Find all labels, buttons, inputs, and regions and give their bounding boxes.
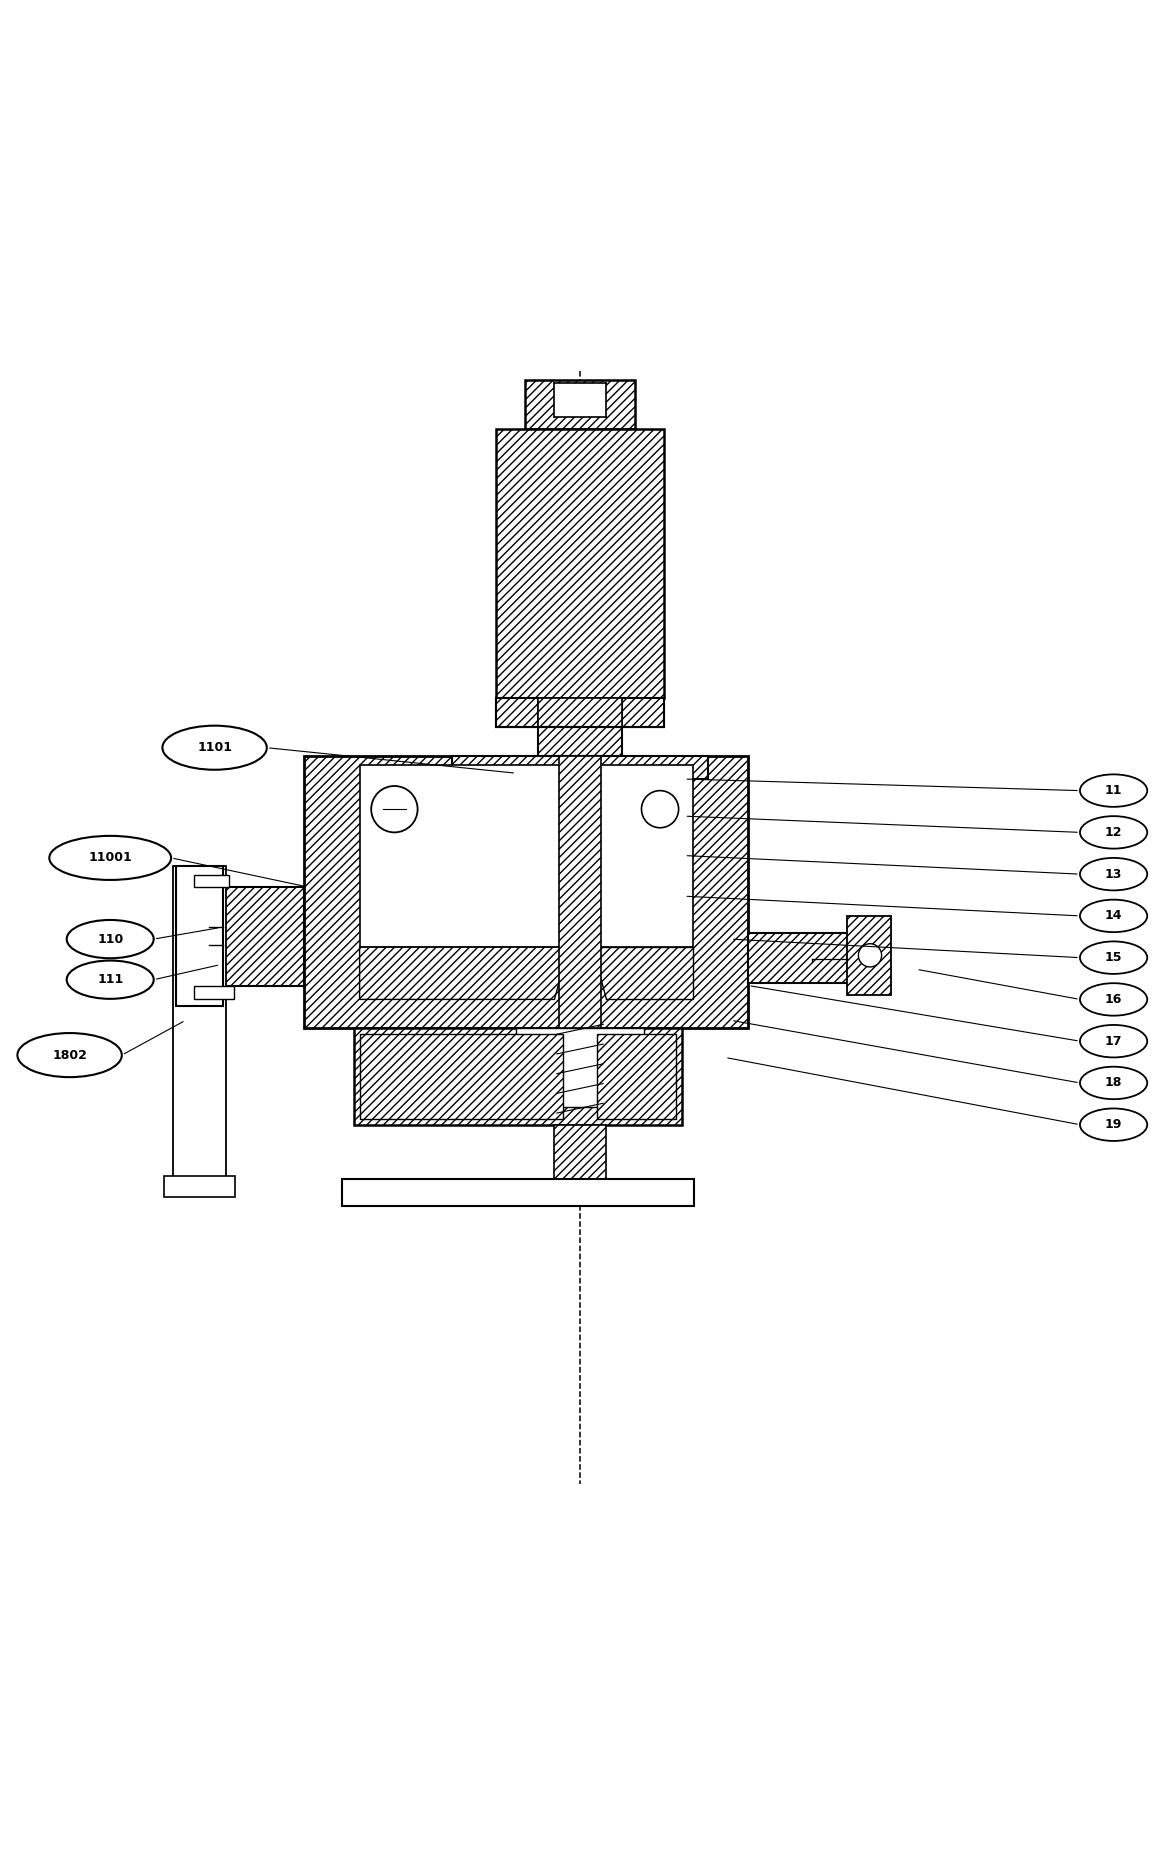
Text: 1101: 1101 (197, 742, 232, 755)
Polygon shape (176, 866, 223, 1007)
Polygon shape (200, 887, 304, 985)
Polygon shape (452, 755, 708, 779)
Polygon shape (516, 1028, 644, 1107)
Polygon shape (596, 764, 693, 948)
Ellipse shape (66, 961, 153, 998)
Polygon shape (538, 697, 622, 727)
Polygon shape (194, 876, 229, 887)
Polygon shape (496, 697, 538, 727)
Polygon shape (360, 1035, 563, 1119)
Polygon shape (525, 380, 635, 429)
Polygon shape (360, 764, 564, 948)
Text: 11: 11 (1104, 785, 1123, 798)
Text: 11001: 11001 (88, 851, 132, 864)
Polygon shape (360, 948, 568, 1000)
Ellipse shape (1080, 983, 1147, 1017)
Text: 110: 110 (97, 933, 123, 946)
Polygon shape (164, 1176, 235, 1196)
Polygon shape (554, 384, 606, 417)
Circle shape (371, 787, 418, 833)
Text: 1802: 1802 (52, 1048, 87, 1061)
Text: 15: 15 (1104, 952, 1123, 965)
Polygon shape (173, 866, 226, 1185)
Ellipse shape (1080, 857, 1147, 890)
Ellipse shape (1080, 816, 1147, 848)
Polygon shape (559, 755, 601, 1028)
Text: 14: 14 (1104, 909, 1123, 922)
Polygon shape (194, 985, 234, 1000)
Text: 19: 19 (1105, 1119, 1122, 1132)
Polygon shape (496, 429, 664, 697)
Circle shape (641, 790, 679, 827)
Ellipse shape (1080, 774, 1147, 807)
Text: 13: 13 (1105, 868, 1122, 881)
Ellipse shape (162, 725, 267, 770)
Ellipse shape (49, 837, 172, 879)
Ellipse shape (1080, 942, 1147, 974)
Ellipse shape (1080, 900, 1147, 933)
Circle shape (858, 944, 882, 966)
Polygon shape (304, 755, 568, 1028)
Polygon shape (342, 1180, 694, 1206)
Text: 17: 17 (1104, 1035, 1123, 1048)
Ellipse shape (66, 920, 153, 959)
Text: 12: 12 (1104, 825, 1123, 838)
Ellipse shape (17, 1033, 122, 1078)
Polygon shape (847, 916, 891, 994)
Polygon shape (538, 727, 622, 755)
Ellipse shape (1080, 1109, 1147, 1141)
Polygon shape (597, 1035, 676, 1119)
Polygon shape (748, 933, 858, 983)
Polygon shape (354, 1028, 682, 1124)
Polygon shape (622, 697, 664, 727)
Polygon shape (592, 755, 748, 1028)
Text: 111: 111 (97, 974, 123, 987)
Ellipse shape (1080, 1026, 1147, 1057)
Text: 18: 18 (1105, 1076, 1122, 1089)
Ellipse shape (1080, 1067, 1147, 1100)
Polygon shape (554, 1124, 606, 1185)
Polygon shape (592, 948, 693, 1000)
Text: 16: 16 (1105, 992, 1122, 1005)
